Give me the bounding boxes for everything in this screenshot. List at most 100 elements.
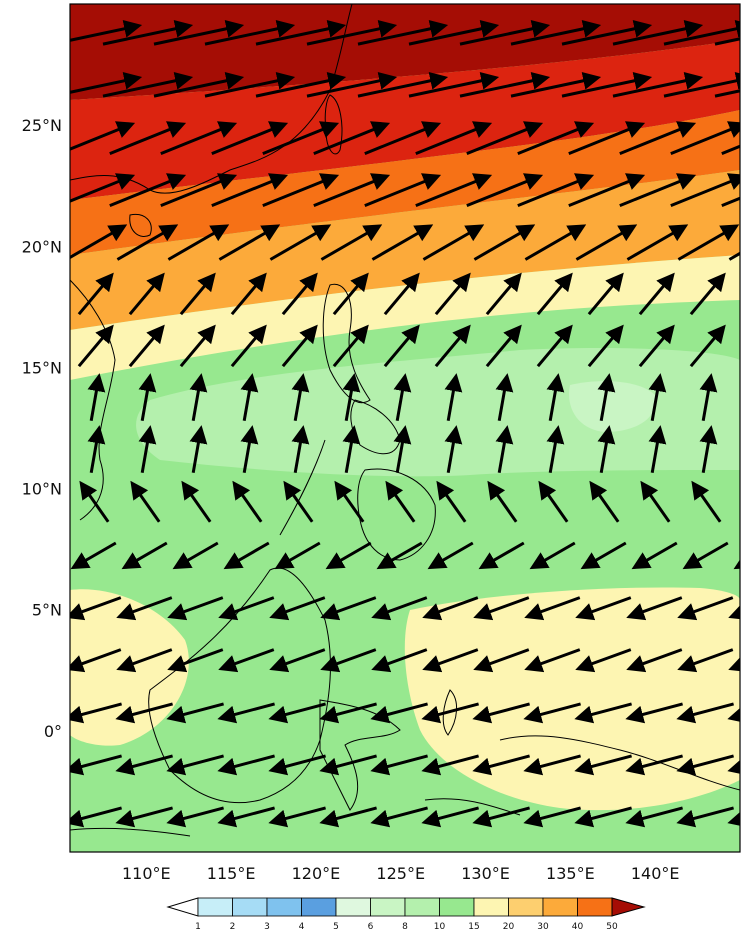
wind-arrow	[217, 702, 275, 724]
wind-arrow	[370, 806, 428, 828]
wind-arrow	[574, 754, 632, 776]
wind-arrow	[320, 648, 377, 673]
wind-arrow	[510, 71, 602, 98]
wind-arrow	[115, 754, 173, 776]
band-20-30	[70, 170, 740, 330]
wind-arrow	[332, 324, 369, 368]
wind-arrow	[102, 19, 194, 46]
band-30-40	[70, 110, 740, 255]
lon-tick-label: 125°E	[376, 864, 425, 883]
latitude-axis: 25°N 20°N 15°N 10°N 5°N 0°	[22, 116, 62, 741]
wind-arrow	[676, 806, 734, 828]
wind-arrow	[160, 173, 238, 207]
wind-arrow	[70, 71, 143, 94]
wind-arrow	[383, 324, 420, 368]
wind-arrow	[240, 373, 259, 421]
colorbar-box	[197, 897, 233, 917]
longitude-axis: 110°E 115°E 120°E 125°E 130°E 135°E 140°E	[122, 864, 680, 883]
wind-arrow	[568, 121, 646, 155]
wind-arrow	[434, 272, 471, 316]
colorbar-tick-label: 5	[333, 922, 339, 932]
wind-arrow	[638, 272, 675, 316]
wind-arrow	[70, 806, 122, 828]
wind-arrow	[269, 224, 332, 261]
wind-arrow	[319, 702, 377, 724]
coastline-new-guinea	[499, 735, 740, 791]
wind-arrow	[536, 272, 573, 316]
weak-wind-pocket	[136, 348, 740, 477]
wind-arrow	[589, 480, 620, 523]
wind-arrow	[334, 480, 365, 523]
coastline-south-border	[70, 827, 191, 837]
wind-arrow	[648, 373, 667, 421]
wind-arrow	[517, 121, 595, 155]
wind-arrow	[306, 19, 398, 46]
wind-arrow	[422, 224, 485, 261]
wind-arrow	[536, 324, 573, 368]
wind-arrow	[274, 541, 321, 570]
wind-arrow	[459, 71, 551, 98]
wind-arrow	[291, 425, 310, 473]
wind-arrow	[230, 272, 267, 316]
wind-arrow	[255, 71, 347, 98]
wind-arrow	[472, 806, 530, 828]
wind-arrow	[427, 541, 474, 570]
wind-arrow	[189, 425, 208, 473]
wind-arrow	[383, 272, 420, 316]
wind-arrow	[166, 702, 224, 724]
colorbar-box	[404, 897, 440, 917]
wind-arrow	[436, 480, 467, 523]
wind-arrow	[663, 19, 740, 46]
wind-arrow	[485, 272, 522, 316]
wind-arrow	[546, 373, 565, 421]
wind-arrow	[167, 224, 230, 261]
wind-arrow	[574, 702, 632, 724]
wind-arrow	[523, 754, 581, 776]
wind-arrow	[487, 480, 518, 523]
wind-arrow	[714, 89, 740, 98]
wind-arrow	[631, 541, 678, 570]
wind-arrow	[70, 754, 122, 776]
wind-arrow	[473, 596, 530, 621]
coastline-indochina	[70, 279, 116, 521]
wind-arrow	[319, 754, 377, 776]
wind-arrow	[153, 71, 245, 98]
lon-tick-label: 140°E	[631, 864, 680, 883]
wind-arrow	[87, 373, 106, 421]
wind-arrow	[79, 480, 110, 523]
wind-arrow	[204, 19, 296, 46]
wind-arrow	[291, 373, 310, 421]
coastline-visayas	[350, 399, 401, 455]
colorbar: 1 2 3 4 5 6 8 10 15 20 30 40 50	[166, 897, 646, 932]
wind-arrow	[109, 121, 187, 155]
wind-arrow	[320, 224, 383, 261]
colorbar-box	[473, 897, 509, 917]
wind-arrow	[218, 224, 281, 261]
wind-arrow	[745, 484, 751, 522]
wind-arrow	[408, 19, 500, 46]
wind-arrow	[421, 806, 479, 828]
wind-arrow	[393, 373, 412, 421]
wind-arrow	[689, 324, 726, 368]
wind-arrow	[189, 373, 208, 421]
wind-arrow	[415, 173, 493, 207]
wind-arrow	[466, 121, 544, 155]
wind-arrow	[699, 373, 718, 421]
wind-arrow	[306, 71, 398, 98]
wind-arrow	[320, 596, 377, 621]
wind-arrow	[172, 541, 219, 570]
wind-arrow	[626, 224, 689, 261]
wind-arrow	[466, 173, 544, 207]
colorbar-box	[439, 897, 475, 917]
wind-arrow	[421, 754, 479, 776]
band-40-50	[70, 40, 740, 200]
wind-arrow	[529, 541, 576, 570]
lon-tick-label: 110°E	[122, 864, 171, 883]
wind-arrow	[691, 480, 722, 523]
colorbar-tick-label: 20	[503, 922, 515, 932]
wind-arrow	[677, 224, 740, 261]
wind-arrow	[281, 324, 318, 368]
wind-arrow	[218, 596, 275, 621]
colorbar-tick-label: 40	[572, 922, 584, 932]
